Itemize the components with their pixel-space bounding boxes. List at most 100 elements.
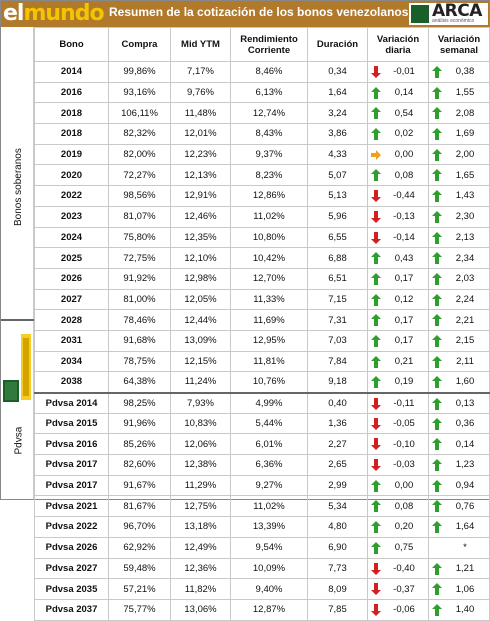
- rendimiento-cell: 8,43%: [230, 123, 308, 145]
- variacion-semanal-cell: 1,64: [428, 516, 490, 538]
- mid-ytm-cell: 11,29%: [170, 474, 231, 497]
- table-row: Pdvsa 2027 59,48% 12,36% 10,09% 7,73 -0,40 1,2…: [34, 557, 490, 580]
- table-row: Pdvsa 2022 96,70% 13,18% 13,39% 4,80 0,20 1,64: [34, 516, 490, 538]
- mid-ytm-cell: 11,24%: [170, 371, 231, 393]
- duracion-cell: 9,18: [307, 371, 368, 393]
- variacion-value: 0,08: [394, 169, 414, 181]
- arrow-down-icon: [371, 397, 381, 410]
- variacion-semanal-cell: 2,34: [428, 247, 490, 269]
- variacion-semanal-cell: 1,60: [428, 371, 490, 393]
- duracion-cell: 5,34: [307, 495, 368, 518]
- bond-name-cell: Pdvsa 2016: [34, 433, 109, 456]
- variacion-value: 2,24: [455, 293, 475, 305]
- arrow-down-icon: [371, 210, 381, 223]
- column-header: Bono: [34, 27, 109, 62]
- bond-name-cell: 2027: [34, 288, 109, 311]
- variacion-value: 0,14: [394, 87, 414, 99]
- variacion-semanal-cell: 1,43: [428, 185, 490, 207]
- arca-elmundo-watermark-icon: [3, 334, 31, 402]
- variacion-diaria-cell: 0,02: [367, 123, 429, 145]
- column-header: Rendimiento Corriente: [230, 27, 308, 62]
- group-label-pdvsa: Pdvsa: [13, 426, 25, 455]
- variacion-value: 0,00: [394, 480, 414, 492]
- arrow-up-icon: [371, 107, 381, 120]
- duracion-cell: 1,64: [307, 81, 368, 104]
- mid-ytm-cell: 12,10%: [170, 247, 231, 269]
- arrow-up-icon: [432, 334, 442, 347]
- variacion-semanal-cell: 1,65: [428, 164, 490, 187]
- variacion-diaria-cell: 0,19: [367, 371, 429, 393]
- table-row: 2024 75,80% 12,35% 10,80% 6,55 -0,14 2,13: [34, 226, 490, 249]
- compra-cell: 78,75%: [108, 350, 171, 373]
- variacion-value: 0,54: [394, 107, 414, 119]
- table-row: 2018 82,32% 12,01% 8,43% 3,86 0,02 1,69: [34, 123, 490, 145]
- variacion-value: -0,14: [393, 231, 415, 243]
- rendimiento-cell: 12,95%: [230, 329, 308, 352]
- table-row: 2027 81,00% 12,05% 11,33% 7,15 0,12 2,24: [34, 288, 490, 311]
- arrow-down-icon: [371, 190, 381, 203]
- arrow-up-icon: [432, 293, 442, 306]
- variacion-semanal-cell: 2,24: [428, 288, 490, 311]
- variacion-value: -0,05: [393, 418, 415, 430]
- variacion-value: 0,94: [455, 480, 475, 492]
- mid-ytm-cell: 12,91%: [170, 185, 231, 207]
- variacion-semanal-cell: 2,08: [428, 102, 490, 125]
- variacion-diaria-cell: 0,21: [367, 350, 429, 373]
- variacion-diaria-cell: 0,20: [367, 516, 429, 538]
- mid-ytm-cell: 10,83%: [170, 412, 231, 435]
- arrow-up-icon: [432, 459, 442, 472]
- variacion-semanal-cell: 1,06: [428, 578, 490, 600]
- mid-ytm-cell: 12,15%: [170, 350, 231, 373]
- arrow-up-icon: [371, 376, 381, 389]
- variacion-semanal-cell: 1,23: [428, 454, 490, 476]
- compra-cell: 106,11%: [108, 102, 171, 125]
- variacion-value: -0,40: [393, 562, 415, 574]
- bond-name-cell: 2018: [34, 102, 109, 125]
- arrow-up-icon: [371, 169, 381, 182]
- bond-name-cell: Pdvsa 2014: [34, 391, 109, 414]
- variacion-diaria-cell: -0,11: [367, 391, 429, 414]
- duracion-cell: 6,90: [307, 536, 368, 559]
- variacion-value: 0,14: [455, 438, 475, 450]
- table-row: 2022 98,56% 12,91% 12,86% 5,13 -0,44 1,43: [34, 185, 490, 207]
- variacion-value: 2,03: [455, 273, 475, 285]
- duracion-cell: 5,07: [307, 164, 368, 187]
- rendimiento-cell: 4,99%: [230, 391, 308, 414]
- table-row: 2026 91,92% 12,98% 12,70% 6,51 0,17 2,03: [34, 267, 490, 290]
- mid-ytm-cell: 7,93%: [170, 391, 231, 414]
- arrow-up-icon: [432, 417, 442, 430]
- rendimiento-cell: 9,40%: [230, 578, 308, 600]
- variacion-diaria-cell: -0,03: [367, 454, 429, 476]
- duracion-cell: 3,24: [307, 102, 368, 125]
- duracion-cell: 7,84: [307, 350, 368, 373]
- table-header-row: Bono Compra Mid YTM Rendimiento Corrient…: [34, 27, 490, 62]
- header-bar: elmundo Resumen de la cotización de los …: [1, 1, 489, 27]
- variacion-diaria-cell: -0,44: [367, 185, 429, 207]
- compra-cell: 91,96%: [108, 412, 171, 435]
- table-row: 2031 91,68% 13,09% 12,95% 7,03 0,17 2,15: [34, 329, 490, 352]
- rendimiento-cell: 5,44%: [230, 412, 308, 435]
- mid-ytm-cell: 12,06%: [170, 433, 231, 456]
- rendimiento-cell: 10,42%: [230, 247, 308, 269]
- arrow-down-icon: [371, 231, 381, 244]
- logo-el: el: [3, 1, 24, 26]
- table-row: Pdvsa 2015 91,96% 10,83% 5,44% 1,36 -0,05 0,36: [34, 412, 490, 435]
- mid-ytm-cell: 11,82%: [170, 578, 231, 600]
- table-row: 2019 82,00% 12,23% 9,37% 4,33 0,00 2,00: [34, 143, 490, 166]
- table-row: 2028 78,46% 12,44% 11,69% 7,31 0,17 2,21: [34, 309, 490, 331]
- duracion-cell: 4,33: [307, 143, 368, 166]
- compra-cell: 82,00%: [108, 143, 171, 166]
- column-header: Duración: [307, 27, 368, 62]
- arrow-up-icon: [432, 376, 442, 389]
- compra-cell: 91,92%: [108, 267, 171, 290]
- logo-mundo: mundo: [23, 1, 104, 26]
- rendimiento-cell: 6,01%: [230, 433, 308, 456]
- mid-ytm-cell: 7,17%: [170, 61, 231, 83]
- bond-name-cell: 2034: [34, 350, 109, 373]
- mid-ytm-cell: 12,35%: [170, 226, 231, 249]
- variacion-value: -0,06: [393, 604, 415, 616]
- variacion-value: -0,03: [393, 459, 415, 471]
- rendimiento-cell: 11,81%: [230, 350, 308, 373]
- duracion-cell: 1,36: [307, 412, 368, 435]
- bond-name-cell: Pdvsa 2026: [34, 536, 109, 559]
